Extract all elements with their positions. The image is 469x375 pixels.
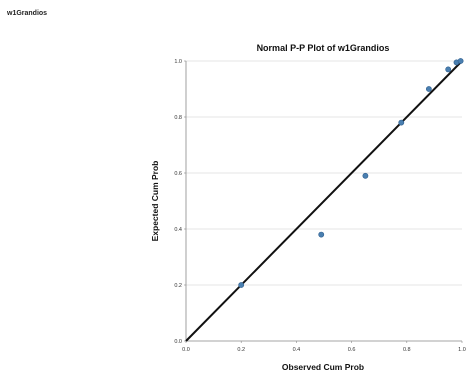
- data-point-0: [238, 282, 245, 288]
- chart-title: Normal P-P Plot of w1Grandios: [257, 43, 390, 53]
- y-tick-label-5: 1.0: [174, 59, 182, 65]
- output-label: w1Grandios: [7, 10, 48, 17]
- x-tick-label-1: 0.2: [237, 347, 245, 353]
- data-point-7: [457, 58, 464, 64]
- data-point-4: [425, 86, 432, 92]
- data-point-2: [362, 172, 369, 179]
- x-tick-label-4: 0.8: [403, 347, 411, 353]
- y-axis-label: Expected Cum Prob: [150, 161, 160, 242]
- data-point-3: [398, 119, 405, 126]
- data-points: [238, 58, 464, 288]
- data-point-5: [445, 66, 452, 73]
- grid-lines: [186, 60, 462, 286]
- x-tick-label-2: 0.4: [293, 347, 301, 353]
- reference-line: [185, 60, 463, 342]
- x-axis-label: Observed Cum Prob: [282, 362, 364, 372]
- y-tick-label-4: 0.8: [174, 115, 182, 121]
- x-tick-label-3: 0.6: [348, 347, 356, 353]
- y-tick-label-3: 0.6: [174, 171, 182, 177]
- x-tick-label-5: 1.0: [458, 347, 466, 353]
- y-tick-label-0: 0.0: [174, 339, 182, 345]
- y-tick-label-2: 0.4: [174, 227, 182, 233]
- x-tick-label-0: 0.0: [182, 347, 190, 353]
- y-tick-label-1: 0.2: [174, 283, 182, 289]
- axes: [184, 60, 463, 343]
- tick-labels: 0.0 0.2 0.4 0.6 0.8 1.0 0.0 0.2 0.4 0.6 0.8 1.0: [174, 59, 465, 353]
- data-point-1: [318, 231, 325, 238]
- reference-line-group: [185, 60, 463, 342]
